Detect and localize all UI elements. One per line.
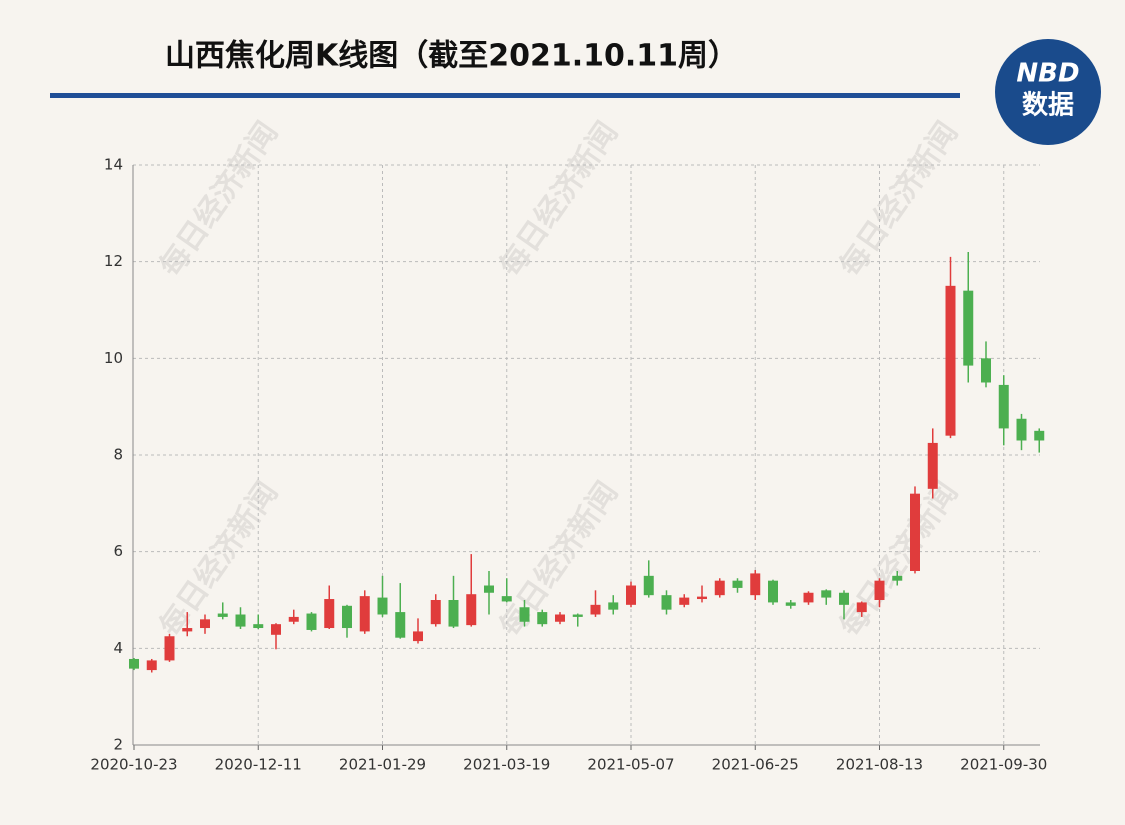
x-tick-label: 2021-08-13 — [836, 756, 923, 774]
candle-body — [945, 285, 956, 436]
logo-label: 数据 — [1022, 91, 1074, 121]
y-tick-label: 14 — [104, 156, 123, 174]
candle-body — [217, 613, 228, 617]
x-tick-label: 2021-05-07 — [587, 756, 674, 774]
candle-body — [785, 602, 796, 606]
candle-body — [927, 442, 938, 489]
candle-body — [679, 597, 690, 605]
candle-body — [874, 580, 885, 600]
candle-body — [253, 624, 264, 629]
logo-brand: NBD — [1016, 59, 1079, 89]
candle-body — [661, 595, 672, 610]
candle-body — [413, 631, 423, 642]
chart-title: 山西焦化周K线图（截至2021.10.11周） — [165, 39, 738, 74]
candle-body — [839, 592, 849, 605]
y-tick-label: 6 — [113, 542, 123, 560]
candle-body — [572, 614, 583, 617]
candle-body — [1034, 430, 1045, 441]
candle-body — [377, 597, 388, 615]
candle-body — [146, 660, 157, 671]
candle-body — [537, 612, 548, 625]
x-tick-label: 2021-01-29 — [339, 756, 426, 774]
candle-body — [768, 580, 778, 603]
candle-body — [590, 604, 601, 615]
candle-body — [430, 600, 441, 625]
candle-body — [519, 607, 530, 622]
x-tick-label: 2021-03-19 — [463, 756, 550, 774]
candle-body — [892, 575, 903, 581]
candle-body — [359, 596, 370, 632]
candle-body — [306, 613, 317, 630]
candle-body — [288, 616, 299, 622]
candle-body — [998, 384, 1009, 429]
candle-body — [963, 290, 974, 366]
candle-body — [484, 585, 494, 593]
candle-body — [324, 599, 335, 629]
x-tick-label: 2020-12-11 — [215, 756, 302, 774]
candle-body — [981, 358, 991, 383]
candle-body — [395, 612, 406, 638]
candle-body — [271, 624, 281, 635]
candle-body — [626, 585, 636, 605]
candle-body — [555, 614, 565, 622]
title-rule — [50, 93, 960, 98]
y-tick-label: 8 — [113, 446, 123, 464]
candle-body — [466, 594, 477, 626]
candle-body — [856, 602, 867, 613]
candle-body — [448, 600, 459, 627]
x-tick-label: 2021-06-25 — [712, 756, 799, 774]
y-tick-label: 10 — [104, 349, 123, 367]
candle-body — [910, 493, 920, 571]
y-tick-label: 12 — [104, 252, 123, 270]
x-tick-label: 2021-09-30 — [960, 756, 1047, 774]
candle-body — [643, 575, 654, 596]
candle-body — [501, 596, 512, 602]
candle-body — [200, 619, 210, 629]
y-tick-label: 4 — [113, 639, 123, 657]
candle-body — [342, 605, 352, 629]
candle-body — [732, 580, 743, 588]
candle-body — [750, 573, 761, 596]
logo — [995, 39, 1101, 145]
candle-body — [697, 596, 707, 600]
candle-body — [714, 580, 725, 596]
x-tick-label: 2020-10-23 — [90, 756, 177, 774]
candle-body — [1016, 418, 1027, 441]
candle-body — [608, 602, 619, 610]
y-tick-label: 2 — [113, 736, 123, 754]
candle-body — [803, 592, 814, 603]
candle-body — [235, 614, 246, 627]
candle-body — [164, 636, 175, 661]
candle-body — [821, 590, 832, 598]
candle-body — [182, 628, 193, 632]
candle-body — [129, 658, 139, 669]
